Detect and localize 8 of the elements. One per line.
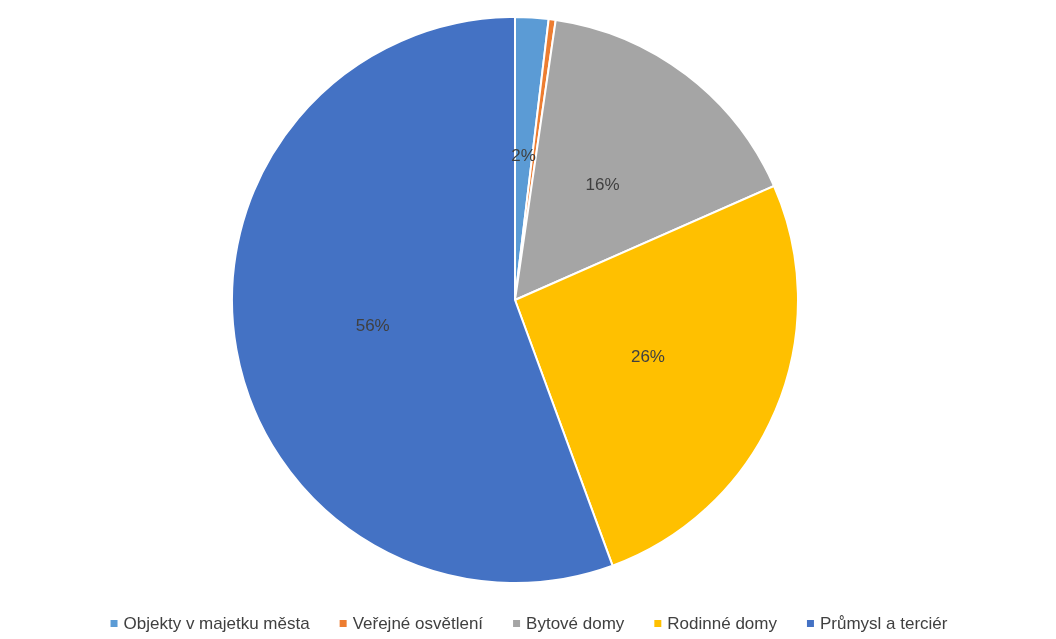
legend-label: Rodinné domy [667, 614, 778, 633]
legend-label: Průmysl a terciér [819, 614, 948, 633]
legend-label: Veřejné osvětlení [352, 614, 484, 633]
data-label: 16% [585, 175, 620, 195]
data-label: 26% [630, 347, 665, 367]
data-label: 56% [355, 315, 390, 335]
legend-label: Bytové domy [526, 614, 625, 633]
legend-label: Objekty v majetku města [123, 614, 311, 633]
